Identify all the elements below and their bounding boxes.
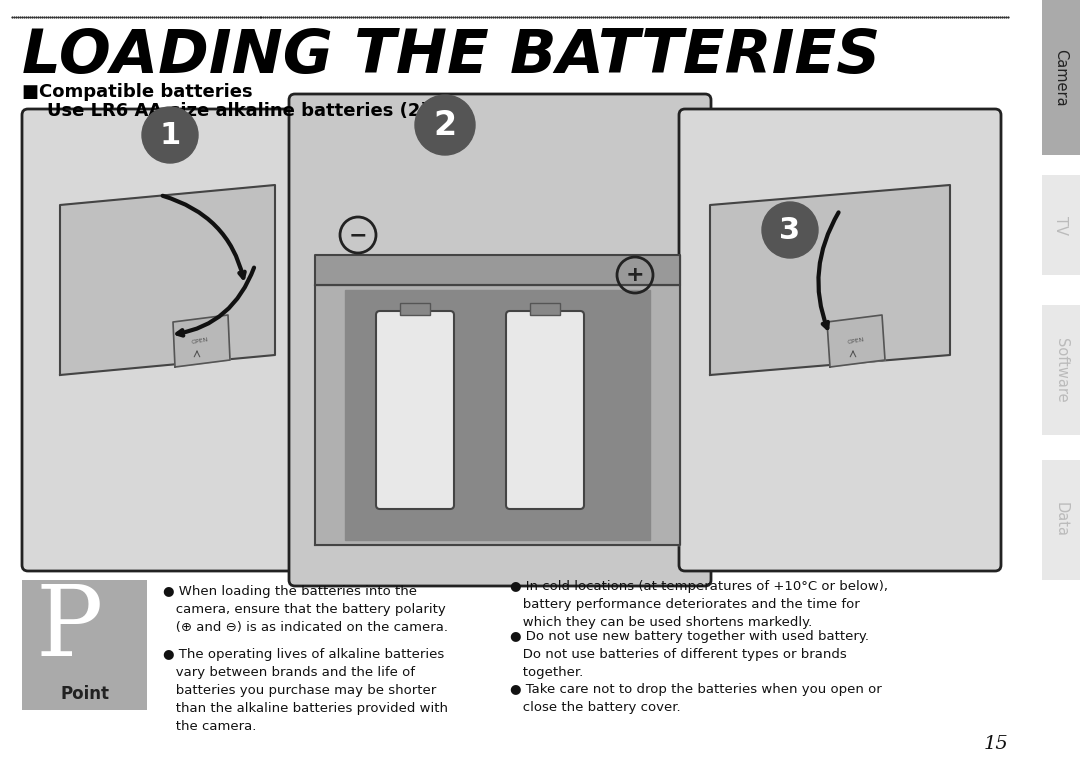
Text: LOADING THE BATTERIES: LOADING THE BATTERIES [22, 27, 880, 86]
Text: P: P [36, 581, 104, 677]
Polygon shape [315, 285, 680, 545]
Text: Software: Software [1053, 337, 1068, 402]
Text: ● Take care not to drop the batteries when you open or
   close the battery cove: ● Take care not to drop the batteries wh… [510, 683, 881, 714]
Polygon shape [345, 290, 650, 540]
Text: ● In cold locations (at temperatures of +10°C or below),
   battery performance : ● In cold locations (at temperatures of … [510, 580, 888, 629]
Circle shape [141, 107, 198, 163]
Text: −: − [349, 225, 367, 245]
Bar [22, 580, 147, 710]
Text: 2: 2 [433, 109, 457, 142]
Text: Point: Point [60, 685, 109, 703]
Text: 3: 3 [780, 216, 800, 245]
Polygon shape [315, 255, 680, 285]
FancyBboxPatch shape [507, 311, 584, 509]
Bar [400, 303, 430, 315]
Text: 1: 1 [160, 121, 180, 149]
FancyBboxPatch shape [376, 311, 454, 509]
Bar [530, 303, 561, 315]
FancyBboxPatch shape [679, 109, 1001, 571]
FancyBboxPatch shape [289, 94, 711, 586]
Polygon shape [710, 185, 950, 375]
Polygon shape [60, 185, 275, 375]
Text: OPEN: OPEN [847, 337, 865, 345]
FancyBboxPatch shape [22, 109, 324, 571]
Text: Camera: Camera [1053, 49, 1068, 106]
Polygon shape [827, 315, 885, 367]
Text: OPEN: OPEN [191, 337, 208, 345]
Text: Data: Data [1053, 503, 1068, 538]
Bar [1042, 175, 1080, 275]
Bar [1042, 0, 1080, 155]
Text: +: + [625, 265, 645, 285]
Polygon shape [173, 315, 230, 367]
Text: ■Compatible batteries: ■Compatible batteries [22, 83, 253, 101]
Bar [1042, 305, 1080, 435]
Circle shape [762, 202, 818, 258]
Text: ● When loading the batteries into the
   camera, ensure that the battery polarit: ● When loading the batteries into the ca… [163, 585, 448, 634]
Text: ● The operating lives of alkaline batteries
   vary between brands and the life : ● The operating lives of alkaline batter… [163, 648, 448, 733]
Text: Use LR6 AA-size alkaline batteries (2).: Use LR6 AA-size alkaline batteries (2). [22, 102, 435, 120]
Text: 15: 15 [983, 735, 1008, 753]
Bar [1042, 460, 1080, 580]
Text: ● Do not use new battery together with used battery.
   Do not use batteries of : ● Do not use new battery together with u… [510, 630, 869, 679]
Circle shape [415, 95, 475, 155]
Text: TV: TV [1053, 216, 1068, 235]
